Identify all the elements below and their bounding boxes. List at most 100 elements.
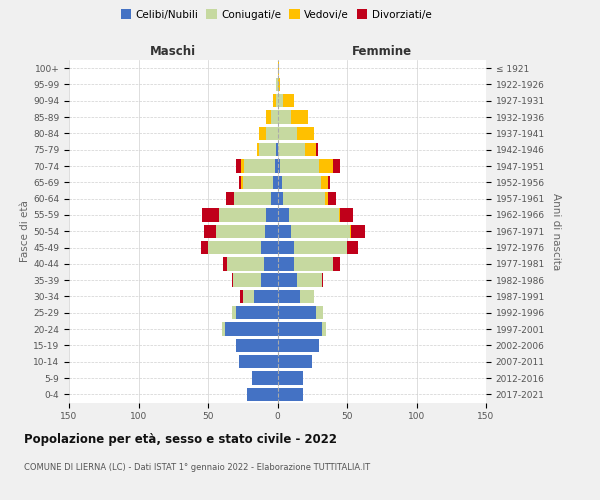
Text: Popolazione per età, sesso e stato civile - 2022: Popolazione per età, sesso e stato civil… bbox=[24, 432, 337, 446]
Bar bbox=[316, 306, 323, 320]
Bar bbox=[277, 388, 302, 401]
Bar bbox=[277, 62, 279, 75]
Bar bbox=[277, 274, 297, 287]
Y-axis label: Fasce di età: Fasce di età bbox=[20, 200, 30, 262]
Bar bbox=[333, 257, 340, 270]
Bar bbox=[232, 306, 236, 320]
Bar bbox=[236, 160, 241, 172]
Bar bbox=[227, 257, 263, 270]
Bar bbox=[277, 78, 280, 91]
Bar bbox=[277, 94, 283, 108]
Bar bbox=[322, 322, 326, 336]
Bar bbox=[259, 126, 266, 140]
Bar bbox=[281, 176, 320, 189]
Bar bbox=[297, 126, 314, 140]
Bar bbox=[277, 241, 294, 254]
Bar bbox=[320, 176, 328, 189]
Bar bbox=[274, 176, 277, 189]
Bar bbox=[240, 290, 243, 303]
Bar bbox=[223, 257, 227, 270]
Bar bbox=[277, 224, 292, 238]
Bar bbox=[233, 274, 261, 287]
Bar bbox=[277, 126, 297, 140]
Bar bbox=[265, 224, 277, 238]
Bar bbox=[328, 176, 331, 189]
Bar bbox=[277, 306, 316, 320]
Bar bbox=[292, 110, 308, 124]
Bar bbox=[297, 274, 322, 287]
Y-axis label: Anni di nascita: Anni di nascita bbox=[551, 192, 560, 270]
Bar bbox=[322, 274, 323, 287]
Bar bbox=[232, 274, 233, 287]
Bar bbox=[347, 241, 358, 254]
Bar bbox=[283, 192, 325, 205]
Bar bbox=[277, 143, 305, 156]
Bar bbox=[319, 160, 333, 172]
Bar bbox=[283, 94, 294, 108]
Bar bbox=[277, 338, 319, 352]
Bar bbox=[328, 192, 336, 205]
Bar bbox=[201, 241, 208, 254]
Bar bbox=[277, 176, 281, 189]
Bar bbox=[325, 192, 328, 205]
Bar bbox=[274, 94, 276, 108]
Bar bbox=[259, 143, 276, 156]
Bar bbox=[340, 208, 353, 222]
Text: Maschi: Maschi bbox=[150, 44, 196, 58]
Bar bbox=[271, 110, 277, 124]
Bar bbox=[338, 208, 340, 222]
Bar bbox=[243, 176, 274, 189]
Bar bbox=[244, 160, 275, 172]
Bar bbox=[222, 322, 224, 336]
Text: COMUNE DI LIERNA (LC) - Dati ISTAT 1° gennaio 2022 - Elaborazione TUTTITALIA.IT: COMUNE DI LIERNA (LC) - Dati ISTAT 1° ge… bbox=[24, 462, 370, 471]
Bar bbox=[294, 241, 347, 254]
Bar bbox=[277, 322, 322, 336]
Bar bbox=[239, 176, 241, 189]
Bar bbox=[236, 306, 277, 320]
Bar bbox=[316, 143, 318, 156]
Bar bbox=[275, 160, 277, 172]
Bar bbox=[292, 224, 350, 238]
Bar bbox=[271, 192, 277, 205]
Bar bbox=[261, 241, 277, 254]
Bar bbox=[253, 372, 277, 384]
Bar bbox=[266, 110, 271, 124]
Bar bbox=[204, 224, 217, 238]
Bar bbox=[241, 160, 244, 172]
Bar bbox=[277, 372, 302, 384]
Bar bbox=[202, 208, 219, 222]
Bar bbox=[294, 257, 333, 270]
Bar bbox=[277, 257, 294, 270]
Bar bbox=[277, 110, 292, 124]
Bar bbox=[277, 208, 289, 222]
Bar bbox=[350, 224, 351, 238]
Bar bbox=[208, 241, 261, 254]
Bar bbox=[277, 192, 283, 205]
Bar bbox=[257, 143, 259, 156]
Bar bbox=[277, 160, 280, 172]
Bar bbox=[351, 224, 365, 238]
Bar bbox=[280, 160, 319, 172]
Bar bbox=[243, 290, 254, 303]
Bar bbox=[236, 338, 277, 352]
Bar bbox=[277, 355, 312, 368]
Bar bbox=[247, 388, 277, 401]
Bar bbox=[219, 208, 266, 222]
Bar bbox=[241, 176, 243, 189]
Bar bbox=[277, 290, 300, 303]
Bar bbox=[226, 192, 235, 205]
Bar bbox=[289, 208, 338, 222]
Bar bbox=[276, 78, 277, 91]
Bar bbox=[276, 143, 277, 156]
Bar bbox=[263, 257, 277, 270]
Bar bbox=[239, 355, 277, 368]
Bar bbox=[266, 126, 277, 140]
Bar bbox=[333, 160, 340, 172]
Bar bbox=[266, 208, 277, 222]
Bar bbox=[235, 192, 271, 205]
Bar bbox=[300, 290, 314, 303]
Bar bbox=[224, 322, 277, 336]
Bar bbox=[261, 274, 277, 287]
Bar bbox=[276, 94, 277, 108]
Bar bbox=[254, 290, 277, 303]
